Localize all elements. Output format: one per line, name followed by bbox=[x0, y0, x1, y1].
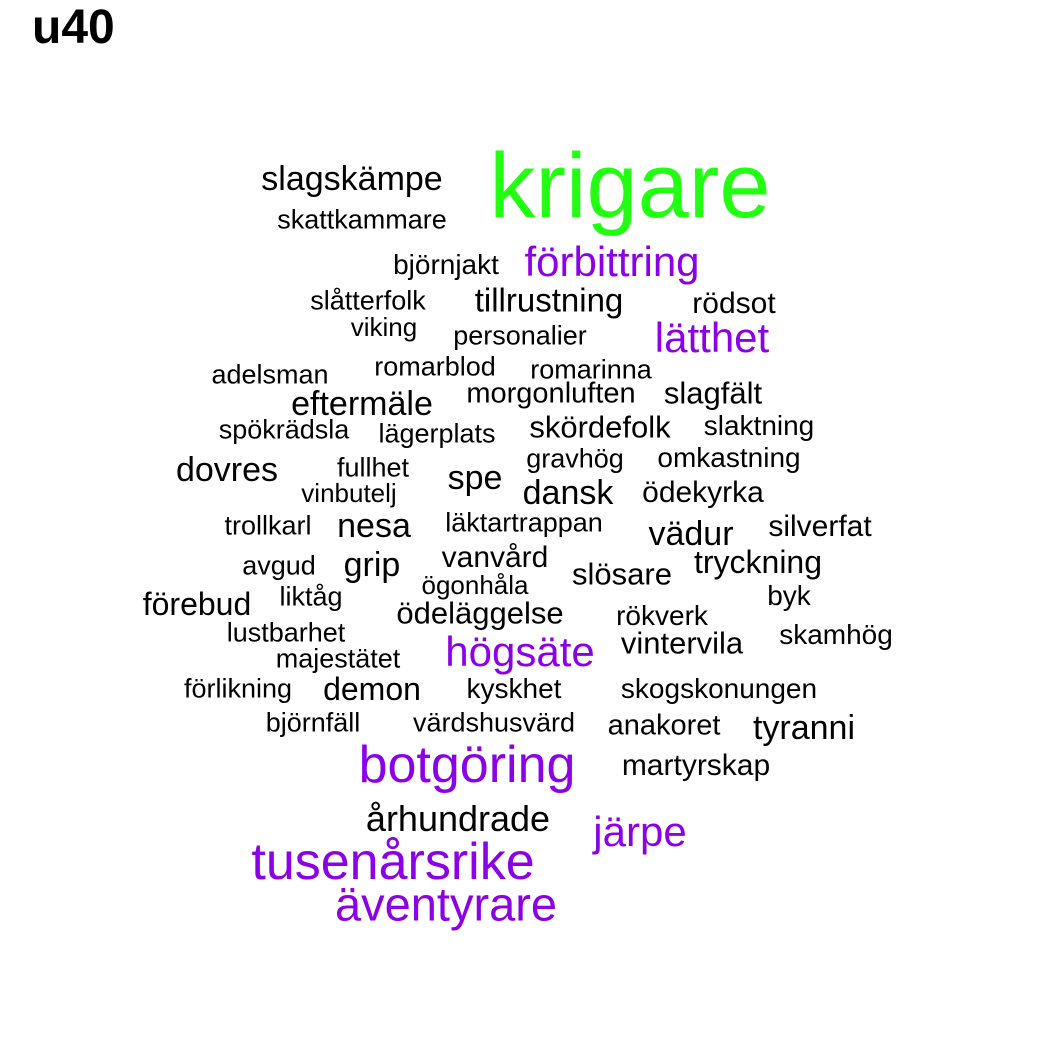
cloud-word: fullhet bbox=[336, 452, 410, 483]
cloud-word: björnfäll bbox=[265, 707, 361, 738]
cloud-word: dovres bbox=[175, 451, 279, 489]
cloud-word: lustbarhet bbox=[226, 617, 346, 648]
cloud-word: majestätet bbox=[275, 643, 401, 674]
cloud-word: tillrustning bbox=[474, 281, 624, 319]
cloud-word: rödsot bbox=[692, 287, 776, 320]
cloud-word: rökverk bbox=[616, 600, 708, 631]
cloud-word: förebud bbox=[142, 586, 252, 622]
cloud-word: ögonhåla bbox=[421, 570, 529, 600]
cloud-word: förlikning bbox=[183, 673, 293, 704]
cloud-word: lätthet bbox=[654, 314, 770, 361]
cloud-word: ödekyrka bbox=[642, 476, 764, 509]
cloud-word: järpe bbox=[593, 808, 687, 855]
cloud-word: spe bbox=[447, 459, 503, 497]
cloud-word: äventyrare bbox=[334, 877, 558, 931]
cloud-word: slagskämpe bbox=[261, 160, 443, 198]
cloud-word: högsäte bbox=[445, 628, 595, 675]
cloud-word: skördefolk bbox=[529, 409, 671, 445]
cloud-word: viking bbox=[350, 312, 418, 342]
cloud-word: lägerplats bbox=[378, 418, 496, 449]
cloud-word: slagfält bbox=[663, 375, 763, 411]
cloud-word: gravhög bbox=[526, 443, 624, 474]
cloud-word: läktartrappan bbox=[445, 507, 603, 538]
cloud-word: byk bbox=[767, 580, 811, 611]
cloud-word: slaktning bbox=[703, 410, 815, 441]
cloud-word: trollkarl bbox=[224, 510, 312, 541]
cloud-word: demon bbox=[323, 671, 421, 707]
cloud-word: århundrade bbox=[365, 798, 551, 839]
cloud-word: avgud bbox=[242, 550, 316, 581]
cloud-word: kyskhet bbox=[466, 673, 562, 704]
cloud-word: martyrskap bbox=[621, 749, 771, 782]
cloud-word: vädur bbox=[648, 515, 734, 553]
cloud-word: spökrädsla bbox=[218, 414, 350, 445]
cloud-word: vintervila bbox=[620, 625, 744, 661]
cloud-word: romarinna bbox=[530, 354, 652, 385]
cloud-word: silverfat bbox=[768, 510, 872, 543]
cloud-word: grip bbox=[343, 546, 401, 584]
cloud-word: dansk bbox=[522, 474, 614, 512]
cloud-word: skamhög bbox=[779, 619, 893, 650]
cloud-word: tusenårsrike bbox=[251, 833, 535, 891]
figure-title: u40 bbox=[32, 1, 115, 54]
cloud-word: anakoret bbox=[607, 709, 721, 742]
cloud-word: vanvård bbox=[441, 541, 549, 574]
cloud-word: tyranni bbox=[752, 709, 856, 747]
cloud-word: personalier bbox=[453, 320, 587, 351]
cloud-word: tryckning bbox=[693, 544, 823, 580]
cloud-word: omkastning bbox=[657, 442, 801, 473]
cloud-word: ödeläggelse bbox=[396, 595, 564, 631]
cloud-word: skogskonungen bbox=[620, 673, 818, 704]
cloud-word: liktåg bbox=[279, 581, 343, 612]
cloud-word: värdshusvärd bbox=[412, 707, 576, 738]
cloud-word: nesa bbox=[337, 507, 411, 545]
cloud-word: förbittring bbox=[524, 238, 700, 285]
cloud-word: morgonluften bbox=[466, 377, 636, 410]
cloud-word: slåtterfolk bbox=[310, 285, 426, 316]
cloud-word: romarblod bbox=[374, 351, 496, 382]
cloud-word: eftermäle bbox=[291, 385, 433, 423]
cloud-word: botgöring bbox=[358, 736, 576, 794]
cloud-word: skattkammare bbox=[277, 204, 447, 235]
cloud-word: vinbutelj bbox=[301, 478, 397, 508]
cloud-word: krigare bbox=[489, 135, 771, 237]
cloud-word: björnjakt bbox=[393, 249, 499, 280]
cloud-word: adelsman bbox=[211, 359, 329, 390]
cloud-word: slösare bbox=[572, 556, 672, 592]
